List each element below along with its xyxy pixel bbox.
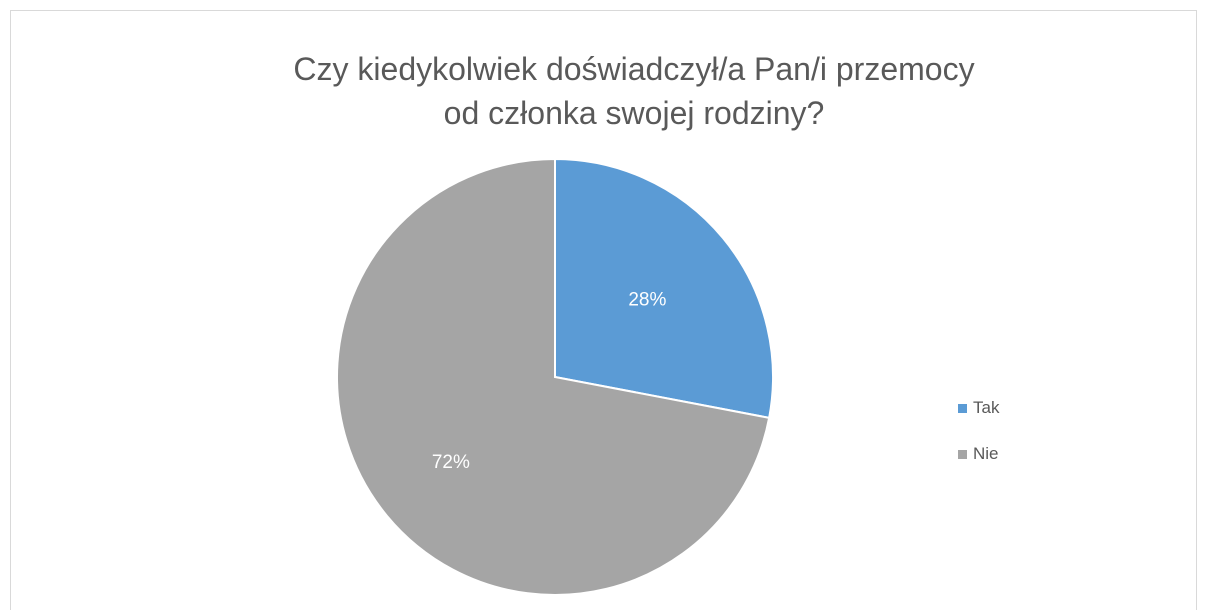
chart-title: Czy kiedykolwiek doświadczył/a Pan/i prz… — [0, 47, 1208, 135]
legend-item-nie: Nie — [958, 441, 999, 467]
data-label-tak: 28% — [628, 290, 666, 311]
chart-title-line-1: Czy kiedykolwiek doświadczył/a Pan/i prz… — [293, 51, 975, 87]
pie-slice-nie — [336, 157, 771, 596]
legend-label-nie: Nie — [973, 444, 999, 463]
pie-slice-tak — [554, 157, 774, 420]
legend-item-tak: Tak — [958, 395, 999, 421]
legend-swatch-nie — [958, 449, 967, 459]
data-label-nie: 72% — [432, 452, 470, 473]
legend: Tak Nie — [958, 395, 999, 487]
chart-title-line-2: od członka swojej rodziny? — [443, 95, 825, 131]
legend-label-tak: Tak — [973, 398, 1000, 417]
legend-swatch-tak — [958, 403, 967, 413]
